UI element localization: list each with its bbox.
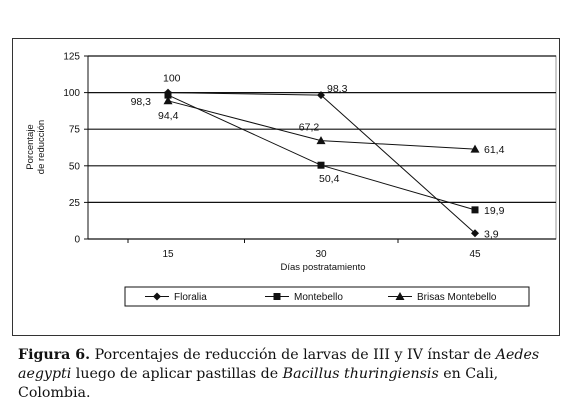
caption-species: Aedes aegypti (18, 347, 540, 382)
data-label: 61,4 (484, 144, 505, 156)
data-label: 98,3 (131, 96, 152, 108)
figure-label: Figura 6. (18, 347, 91, 363)
data-label: 94,4 (158, 110, 179, 122)
line-chart: 0 25 50 75 100 125 15 30 45 Días postratamiento Po… (25, 52, 557, 307)
data-label: 98,3 (327, 83, 348, 95)
data-label: 100 (163, 73, 181, 85)
chart-frame: 0 25 50 75 100 125 15 30 45 Días postratamiento Po… (12, 38, 560, 336)
caption-text-1: Porcentajes de reducción de larvas de II… (90, 347, 496, 363)
data-label: 19,9 (484, 205, 505, 217)
legend-marker-montebello (273, 293, 281, 300)
x-tick-label: 30 (315, 249, 327, 260)
data-label: 3,9 (484, 228, 499, 240)
legend-label: Montebello (294, 292, 343, 303)
x-tick-label: 45 (469, 249, 481, 260)
y-tick-label: 50 (69, 161, 81, 172)
y-axis-title-line: Porcentaje (25, 124, 36, 169)
figure-caption: Figura 6. Porcentajes de reducción de la… (18, 346, 563, 403)
x-tick-label: 15 (162, 249, 174, 260)
legend-marker-floralia (153, 292, 161, 301)
x-axis-title: Días postratamiento (280, 262, 365, 273)
legend-box (124, 286, 530, 307)
data-point-montebello (317, 161, 325, 169)
data-label: 67,2 (299, 122, 320, 134)
caption-text-2: luego de aplicar pastillas de (71, 366, 283, 382)
data-label: 50,4 (319, 173, 340, 185)
data-point-montebello (164, 91, 172, 99)
legend-label: Floralia (174, 292, 207, 303)
y-tick-label: 25 (69, 198, 81, 209)
caption-text-3: en Cali, Colombia. (18, 366, 499, 401)
y-axis-title: Porcentajede reducción (25, 120, 47, 174)
legend-marker-brisas-montebello (395, 292, 405, 300)
y-axis-title-line: de reducción (36, 120, 47, 174)
y-tick-label: 100 (63, 88, 80, 99)
data-point-floralia (471, 229, 479, 238)
legend-label: Brisas Montebello (417, 292, 497, 303)
data-point-brisas-montebello (316, 136, 326, 145)
y-tick-label: 75 (69, 125, 81, 136)
caption-bacterium: Bacillus thuringiensis (282, 366, 439, 382)
data-point-brisas-montebello (470, 144, 480, 153)
y-tick-label: 0 (74, 235, 80, 246)
data-point-floralia (317, 91, 325, 100)
data-point-brisas-montebello (163, 96, 173, 105)
y-tick-label: 125 (63, 52, 80, 63)
data-point-montebello (471, 206, 479, 214)
